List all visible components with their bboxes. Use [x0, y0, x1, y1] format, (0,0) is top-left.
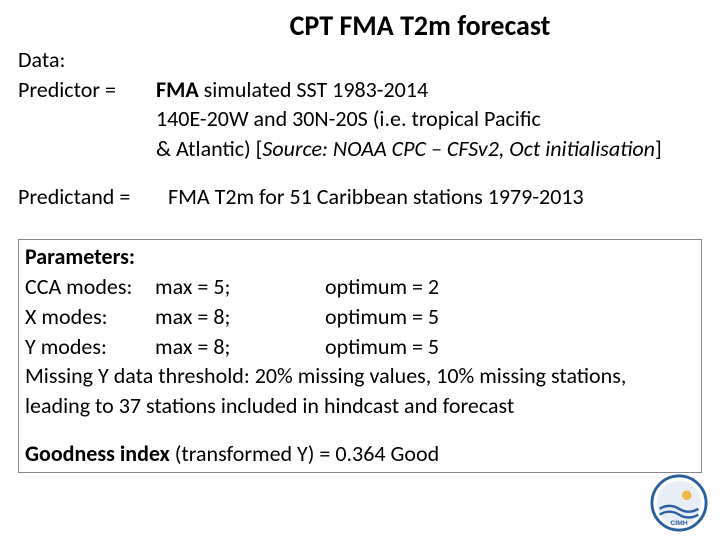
- predictor-line1-rest: simulated SST 1983-2014: [199, 76, 428, 103]
- predictor-line3c: ]: [655, 135, 662, 162]
- predictor-label: Predictor =: [18, 75, 156, 164]
- spacer: [18, 164, 702, 182]
- predictor-row: Predictor = FMA simulated SST 1983-2014 …: [18, 75, 702, 164]
- predictand-label: Predictand =: [18, 182, 168, 212]
- goodness-rest: (transformed Y) = 0.364 Good: [170, 440, 439, 467]
- predictor-source: Source: NOAA CPC – CFSv2, Oct initialisa…: [262, 135, 655, 162]
- predictand-row: Predictand = FMA T2m for 51 Caribbean st…: [18, 182, 702, 212]
- slide: CPT FMA T2m forecast Data: Predictor = F…: [0, 0, 720, 540]
- predictor-line3: & Atlantic) [Source: NOAA CPC – CFSv2, O…: [156, 134, 702, 164]
- y-opt: optimum = 5: [325, 332, 695, 362]
- predictor-value: FMA simulated SST 1983-2014 140E-20W and…: [156, 75, 702, 164]
- x-max: max = 8;: [155, 302, 325, 332]
- data-label: Data:: [18, 45, 702, 75]
- cca-modes-row: CCA modes: max = 5; optimum = 2: [25, 272, 695, 302]
- slide-body: Data: Predictor = FMA simulated SST 1983…: [18, 45, 702, 473]
- missing-threshold: Missing Y data threshold: 20% missing va…: [25, 361, 695, 420]
- goodness-label: Goodness index: [25, 440, 170, 467]
- logo-inner: [657, 481, 701, 525]
- y-max: max = 8;: [155, 332, 325, 362]
- x-modes-row: X modes: max = 8; optimum = 5: [25, 302, 695, 332]
- predictor-line1-bold: FMA: [156, 76, 199, 103]
- y-label: Y modes:: [25, 332, 155, 362]
- logo-sun-icon: [682, 490, 692, 500]
- cca-opt: optimum = 2: [325, 272, 695, 302]
- predictor-line1: FMA simulated SST 1983-2014: [156, 75, 702, 105]
- y-modes-row: Y modes: max = 8; optimum = 5: [25, 332, 695, 362]
- slide-title: CPT FMA T2m forecast: [18, 8, 702, 43]
- predictor-line3a: & Atlantic) [: [156, 135, 262, 162]
- parameters-box: Parameters: CCA modes: max = 5; optimum …: [18, 239, 702, 473]
- cca-max: max = 5;: [155, 272, 325, 302]
- cca-label: CCA modes:: [25, 272, 155, 302]
- predictor-line2: 140E-20W and 30N-20S (i.e. tropical Paci…: [156, 104, 702, 134]
- parameters-header: Parameters:: [25, 242, 695, 272]
- x-label: X modes:: [25, 302, 155, 332]
- x-opt: optimum = 5: [325, 302, 695, 332]
- spacer2: [25, 421, 695, 439]
- predictand-value: FMA T2m for 51 Caribbean stations 1979-2…: [168, 182, 702, 212]
- goodness-line: Goodness index (transformed Y) = 0.364 G…: [25, 439, 695, 469]
- cimh-logo-icon: CIMH: [650, 474, 708, 532]
- logo-text: CIMH: [670, 520, 687, 527]
